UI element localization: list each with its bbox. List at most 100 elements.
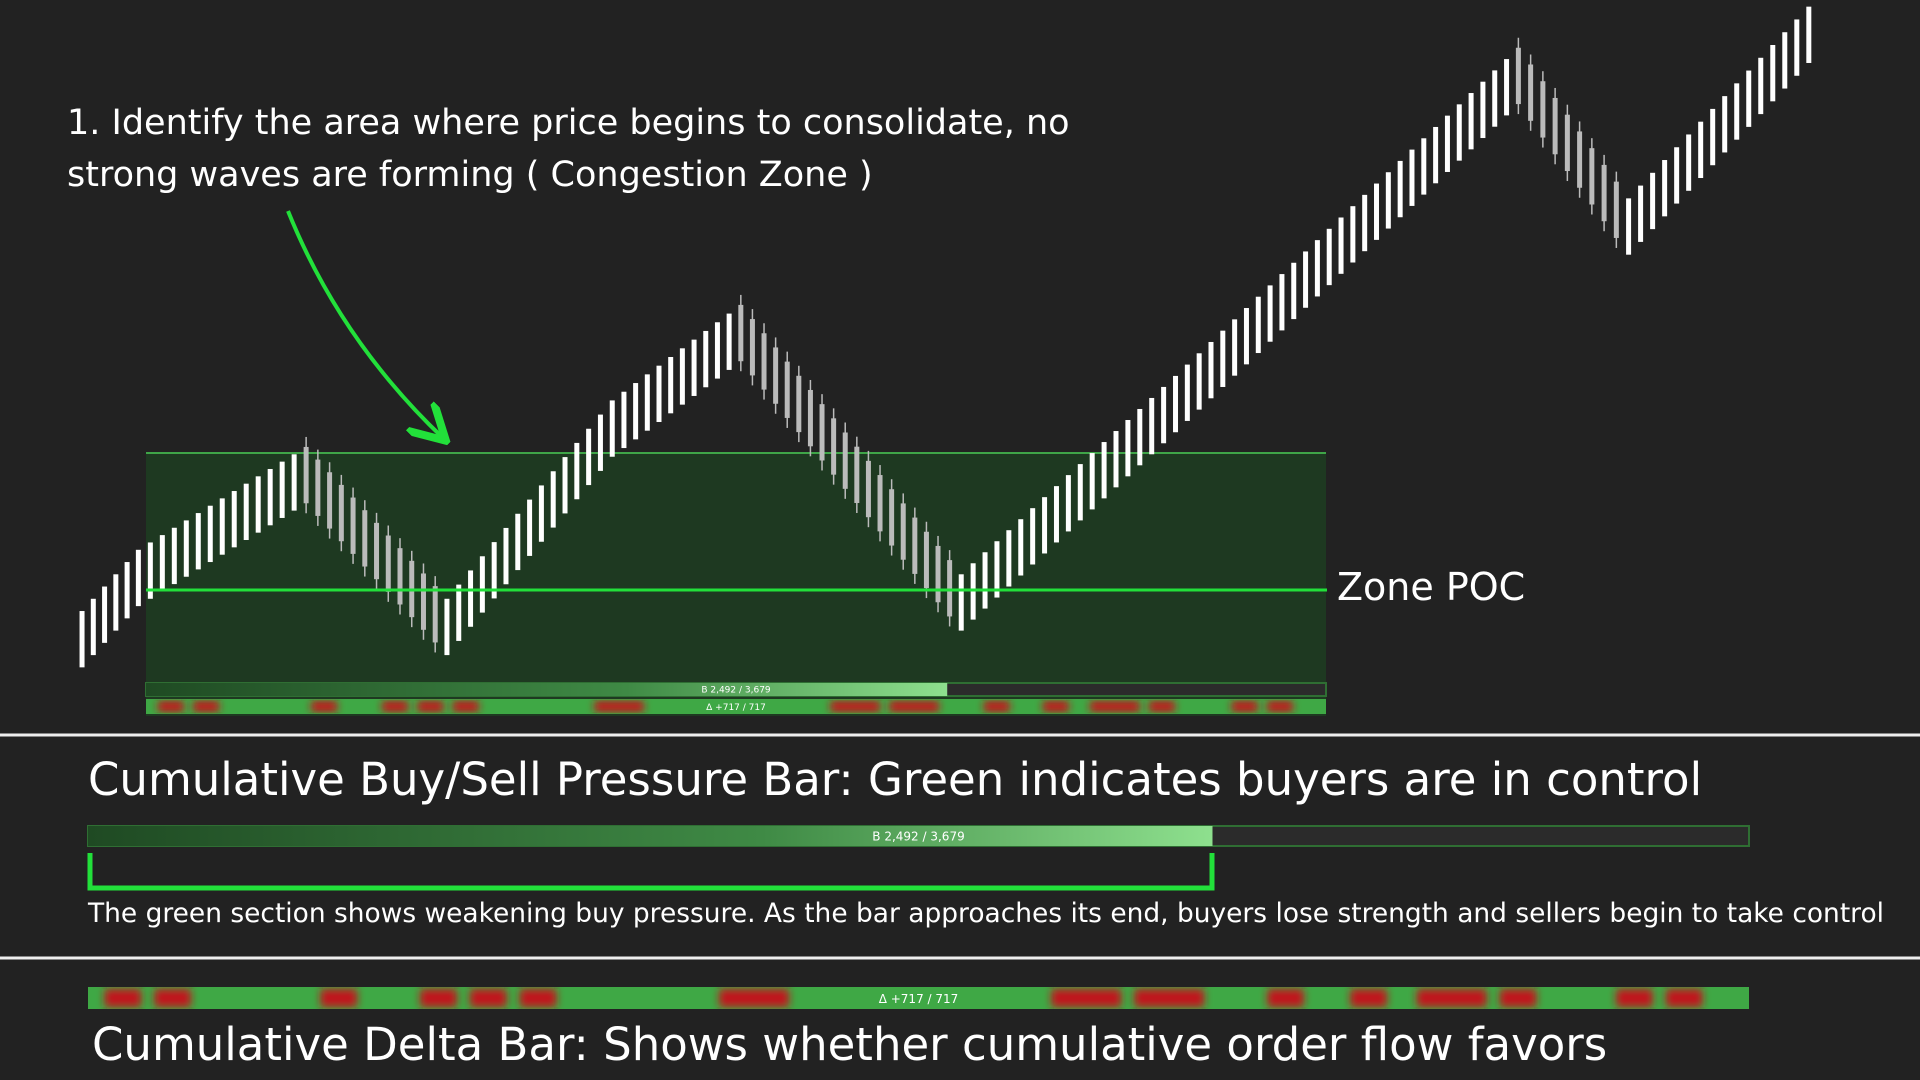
- bar-spot: [1616, 989, 1653, 1007]
- bar-spot: [913, 701, 939, 712]
- candle: [597, 414, 603, 471]
- candle: [1540, 81, 1546, 138]
- candle: [1710, 108, 1716, 166]
- candle: [1374, 183, 1380, 240]
- bar-spot: [983, 701, 1010, 712]
- candle: [1350, 206, 1356, 263]
- candle: [679, 348, 685, 405]
- candle: [79, 611, 85, 668]
- candle: [515, 513, 521, 571]
- bar-spot: [1084, 989, 1122, 1007]
- candle: [432, 586, 438, 643]
- candle: [958, 574, 964, 631]
- candle: [1806, 6, 1812, 63]
- bar-spot: [154, 989, 191, 1007]
- bar-spot: [1167, 989, 1205, 1007]
- candle: [1552, 97, 1558, 155]
- candle: [1746, 70, 1752, 127]
- candle: [102, 586, 108, 643]
- candle: [207, 505, 213, 563]
- candle: [315, 459, 321, 516]
- candle: [1042, 497, 1048, 554]
- candle: [219, 498, 225, 555]
- candle: [726, 313, 732, 370]
- candle: [923, 531, 929, 589]
- delta-bar: Δ +717 / 717: [88, 987, 1749, 1009]
- candle: [291, 454, 297, 511]
- candle: [877, 475, 883, 532]
- candle: [691, 339, 697, 396]
- candle: [1564, 114, 1570, 172]
- candle: [1077, 464, 1083, 521]
- bar-spot: [417, 701, 444, 712]
- bar-spot: [157, 701, 184, 712]
- candle: [656, 365, 662, 423]
- candle: [562, 457, 568, 514]
- candle: [195, 513, 201, 570]
- candle: [171, 527, 177, 585]
- candle: [947, 560, 953, 617]
- candle: [183, 520, 189, 577]
- candle: [1338, 217, 1344, 274]
- candle: [1650, 172, 1656, 230]
- annotation-line: strong waves are forming ( Congestion Zo…: [67, 155, 873, 195]
- candle: [819, 404, 825, 461]
- candle: [912, 517, 918, 574]
- bar-spot: [1665, 989, 1703, 1007]
- candle: [124, 562, 130, 619]
- bar-spot: [1450, 989, 1487, 1007]
- candle: [714, 322, 720, 379]
- candle: [1794, 19, 1800, 76]
- bar-label: B 2,492 / 3,679: [701, 685, 771, 695]
- candle: [609, 400, 615, 457]
- candle: [1492, 70, 1498, 127]
- candle: [1291, 262, 1297, 320]
- candle: [982, 552, 988, 609]
- bar-spot: [1113, 701, 1140, 712]
- candle: [491, 542, 497, 599]
- bar-spot: [594, 701, 621, 712]
- congestion-zone: [146, 453, 1326, 716]
- description: The green section shows weakening buy pr…: [87, 898, 1884, 929]
- candle: [796, 375, 802, 433]
- candle: [1385, 172, 1391, 229]
- bar-spot: [830, 701, 857, 712]
- candle: [1589, 148, 1595, 205]
- bar-label: Δ +717 / 717: [879, 992, 959, 1006]
- candle: [621, 391, 627, 449]
- candle: [255, 476, 261, 533]
- bar-spot: [519, 989, 557, 1007]
- candle: [1515, 47, 1521, 105]
- bar-spots: [104, 989, 1703, 1007]
- candle: [1279, 274, 1285, 331]
- bar-spot: [1350, 989, 1387, 1007]
- bar-spot: [889, 701, 916, 712]
- candle: [279, 461, 285, 518]
- candle: [1758, 57, 1764, 115]
- candle: [1686, 134, 1692, 191]
- bar-spot: [618, 701, 644, 712]
- candle: [1504, 59, 1510, 116]
- candle: [1674, 147, 1680, 204]
- arrow: [286, 210, 443, 438]
- bar-spot: [1499, 989, 1537, 1007]
- candle: [1065, 475, 1071, 532]
- bar-spot: [1134, 989, 1171, 1007]
- section-title: Cumulative Delta Bar: Shows whether cumu…: [92, 1018, 1607, 1071]
- candle: [374, 522, 380, 580]
- candle: [1220, 330, 1226, 387]
- bar-spot: [1267, 989, 1304, 1007]
- bar-spot: [104, 989, 142, 1007]
- zone-bars: B 2,492 / 3,679 Δ +717 / 717: [145, 682, 1327, 714]
- candle: [865, 460, 871, 518]
- candle: [738, 304, 744, 362]
- candle: [550, 471, 556, 528]
- candle: [1089, 453, 1095, 510]
- candle: [1018, 519, 1024, 576]
- candle: [633, 383, 639, 440]
- candle: [243, 483, 249, 541]
- candle: [231, 491, 237, 548]
- candle: [456, 584, 462, 641]
- candle: [900, 503, 906, 560]
- candle: [854, 446, 860, 504]
